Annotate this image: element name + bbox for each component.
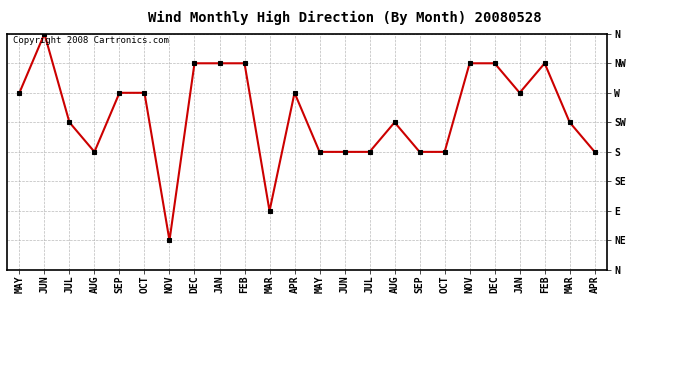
- Text: Copyright 2008 Cartronics.com: Copyright 2008 Cartronics.com: [13, 36, 169, 45]
- Text: Wind Monthly High Direction (By Month) 20080528: Wind Monthly High Direction (By Month) 2…: [148, 11, 542, 26]
